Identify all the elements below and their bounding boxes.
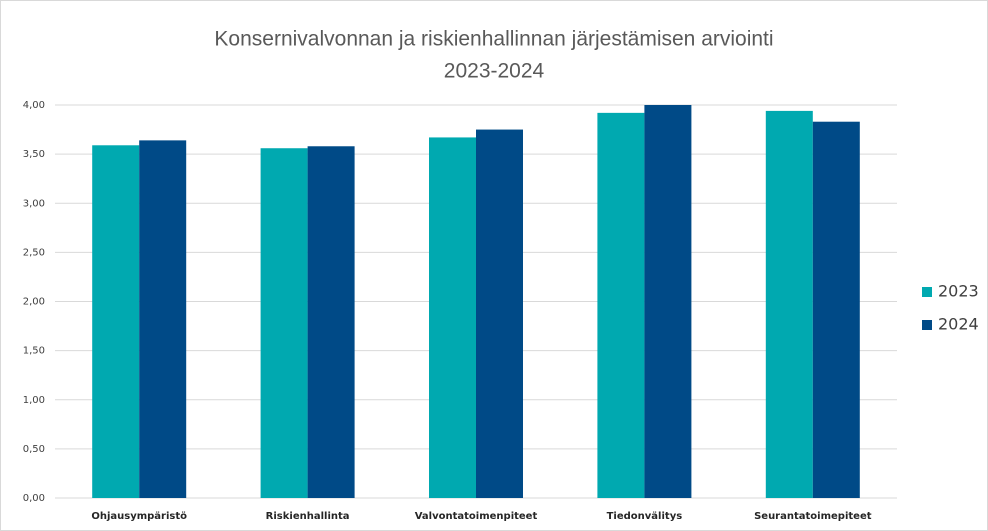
chart-title: Konsernivalvonnan ja riskienhallinnan jä… [214, 28, 773, 51]
bar [307, 146, 355, 498]
y-tick-label: 0,50 [23, 444, 45, 455]
y-tick-label: 2,00 [23, 297, 45, 308]
bar [476, 129, 523, 498]
y-tick-label: 1,00 [23, 395, 45, 406]
bar [812, 121, 860, 498]
x-tick-label: Riskienhallinta [266, 511, 350, 522]
bar [429, 137, 476, 499]
y-tick-label: 2,50 [23, 247, 45, 258]
chart-title: 2023-2024 [444, 60, 545, 83]
y-tick-label: 3,00 [23, 198, 45, 209]
bar [260, 148, 308, 499]
legend-label: 2023 [938, 282, 979, 301]
legend-label: 2024 [938, 315, 979, 334]
x-tick-label: Valvontatoimenpiteet [415, 511, 538, 522]
x-tick-label: Ohjausympäristö [91, 511, 187, 522]
y-tick-label: 1,50 [23, 346, 45, 357]
x-tick-label: Tiedonvälitys [607, 511, 683, 522]
y-tick-label: 3,50 [23, 149, 45, 160]
bar [139, 140, 187, 498]
legend-swatch [922, 320, 932, 330]
y-tick-label: 0,00 [23, 493, 45, 504]
bar [644, 105, 692, 498]
bar [765, 110, 813, 499]
legend-swatch [922, 287, 932, 297]
bar [92, 145, 140, 498]
bar [597, 112, 645, 499]
y-tick-label: 4,00 [23, 100, 45, 111]
x-tick-label: Seurantatoimepiteet [754, 511, 872, 522]
